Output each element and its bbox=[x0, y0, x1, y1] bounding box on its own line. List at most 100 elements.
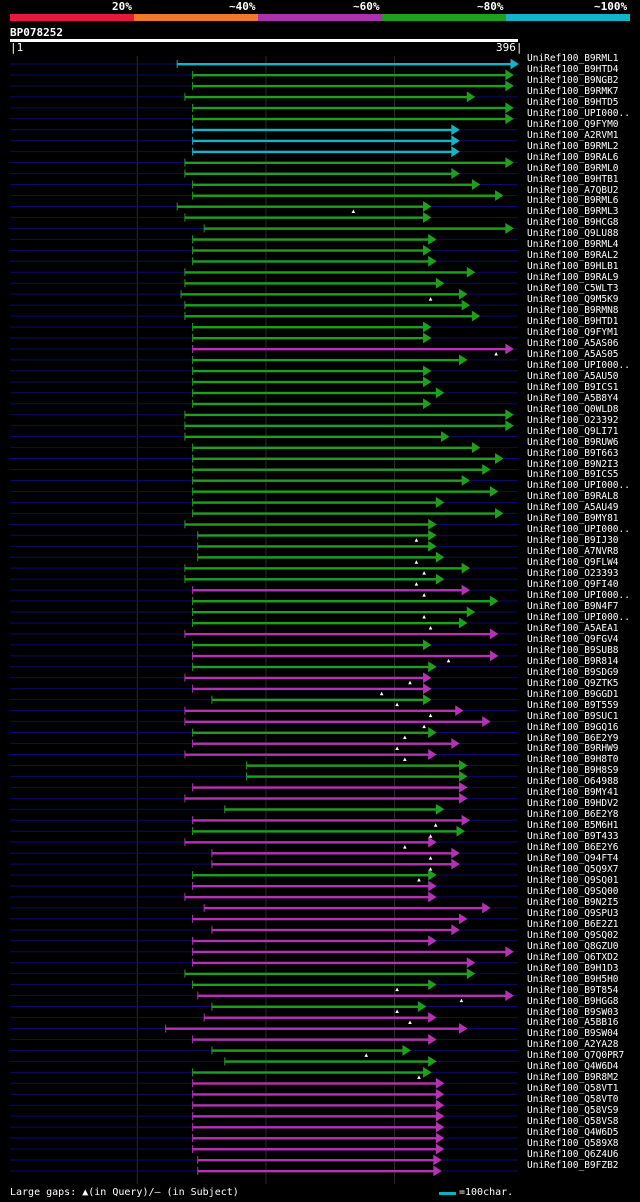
hit-label[interactable]: UniRef100_B9RHW9 bbox=[527, 743, 619, 755]
hit-bar[interactable] bbox=[192, 654, 492, 658]
hit-row[interactable] bbox=[10, 387, 518, 399]
hit-bar[interactable] bbox=[192, 183, 474, 186]
hit-row[interactable] bbox=[10, 990, 518, 1003]
hit-row[interactable] bbox=[10, 376, 518, 388]
hit-bar[interactable] bbox=[192, 961, 469, 965]
hit-row[interactable] bbox=[10, 891, 518, 903]
hit-label[interactable]: UniRef100_B9HTD5 bbox=[527, 96, 619, 108]
hit-label[interactable]: UniRef100_Q6Z4U6 bbox=[527, 1149, 619, 1160]
hit-label[interactable]: UniRef100_A5AS05 bbox=[527, 348, 619, 360]
hit-label[interactable]: UniRef100_B9RML1 bbox=[527, 53, 619, 64]
hit-row[interactable] bbox=[10, 595, 518, 607]
hit-bar[interactable] bbox=[211, 928, 453, 932]
hit-row[interactable] bbox=[10, 540, 518, 552]
hit-label[interactable]: UniRef100_B9RAL8 bbox=[527, 491, 619, 503]
hit-label[interactable]: UniRef100_B9RML2 bbox=[527, 140, 619, 152]
hit-label[interactable]: UniRef100_B9SUC1 bbox=[527, 710, 619, 722]
hit-bar[interactable] bbox=[192, 687, 425, 691]
hit-bar[interactable] bbox=[246, 775, 461, 778]
hit-label[interactable]: UniRef100_Q589X8 bbox=[527, 1138, 619, 1150]
hit-row[interactable] bbox=[10, 212, 518, 223]
hit-bar[interactable] bbox=[192, 1071, 425, 1074]
hit-row[interactable] bbox=[10, 858, 518, 871]
hit-row[interactable] bbox=[10, 343, 518, 356]
hit-row[interactable] bbox=[10, 781, 518, 793]
hit-bar[interactable] bbox=[181, 293, 461, 296]
hit-bar[interactable] bbox=[211, 863, 453, 866]
hit-label[interactable]: UniRef100_Q9FLW4 bbox=[527, 557, 619, 569]
hit-bar[interactable] bbox=[192, 479, 464, 482]
hit-row[interactable] bbox=[10, 1132, 518, 1144]
hit-row[interactable] bbox=[10, 354, 518, 366]
hit-bar[interactable] bbox=[192, 665, 430, 669]
hit-bar[interactable] bbox=[184, 413, 507, 417]
hit-bar[interactable] bbox=[184, 161, 507, 165]
hit-bar[interactable] bbox=[184, 523, 430, 526]
hit-label[interactable]: UniRef100_Q6TXD2 bbox=[527, 951, 619, 963]
hit-bar[interactable] bbox=[192, 337, 425, 340]
hit-row[interactable] bbox=[10, 496, 518, 508]
hit-label[interactable]: UniRef100_Q0WLD8 bbox=[527, 403, 619, 415]
hit-label[interactable]: UniRef100_A2YA28 bbox=[527, 1039, 619, 1051]
hit-bar[interactable] bbox=[192, 402, 425, 406]
hit-bar[interactable] bbox=[197, 1169, 435, 1173]
hit-bar[interactable] bbox=[184, 972, 469, 976]
hit-row[interactable] bbox=[10, 157, 518, 169]
hit-bar[interactable] bbox=[192, 468, 484, 471]
hit-row[interactable] bbox=[10, 847, 518, 860]
hit-label[interactable]: UniRef100_A5BB16 bbox=[527, 1017, 619, 1029]
hit-label[interactable]: UniRef100_B9N4F7 bbox=[527, 601, 619, 612]
hit-bar[interactable] bbox=[192, 391, 438, 395]
hit-row[interactable] bbox=[10, 650, 518, 663]
hit-label[interactable]: UniRef100_Q9SQ00 bbox=[527, 885, 619, 897]
hit-bar[interactable] bbox=[165, 1027, 461, 1030]
hit-label[interactable]: UniRef100_A5AS06 bbox=[527, 337, 619, 349]
hit-label[interactable]: UniRef100_B9SW04 bbox=[527, 1028, 619, 1040]
hit-bar[interactable] bbox=[192, 512, 497, 515]
hit-label[interactable]: UniRef100_B9H8S9 bbox=[527, 765, 619, 777]
hit-label[interactable]: UniRef100_B9GGD1 bbox=[527, 688, 619, 700]
hit-label[interactable]: UniRef100_UPI000.. bbox=[527, 611, 630, 623]
hit-row[interactable] bbox=[10, 760, 518, 771]
hit-bar[interactable] bbox=[184, 567, 464, 570]
hit-bar[interactable] bbox=[192, 983, 430, 987]
hit-row[interactable] bbox=[10, 266, 518, 278]
hit-label[interactable]: UniRef100_Q9SQ02 bbox=[527, 929, 619, 941]
hit-row[interactable] bbox=[10, 507, 518, 519]
hit-bar[interactable] bbox=[197, 994, 507, 997]
hit-label[interactable]: UniRef100_B9MY81 bbox=[527, 513, 619, 525]
hit-bar[interactable] bbox=[192, 238, 430, 241]
hit-bar[interactable] bbox=[184, 753, 430, 756]
hit-row[interactable] bbox=[10, 442, 518, 454]
hit-label[interactable]: UniRef100_A5AEA1 bbox=[527, 622, 619, 634]
hit-bar[interactable] bbox=[184, 315, 474, 318]
hit-row[interactable] bbox=[10, 1165, 518, 1177]
hit-row[interactable] bbox=[10, 1099, 518, 1111]
hit-row[interactable] bbox=[10, 683, 518, 696]
hit-label[interactable]: UniRef100_B9ICS5 bbox=[527, 469, 619, 481]
hit-row[interactable] bbox=[10, 584, 518, 597]
hit-bar[interactable] bbox=[192, 73, 507, 77]
hit-label[interactable]: UniRef100_Q9FGV4 bbox=[527, 633, 619, 645]
hit-bar[interactable] bbox=[192, 819, 464, 822]
hit-row[interactable] bbox=[10, 91, 518, 103]
hit-row[interactable] bbox=[10, 409, 518, 421]
hit-bar[interactable] bbox=[197, 545, 430, 548]
hit-row[interactable] bbox=[10, 135, 518, 147]
hit-label[interactable]: UniRef100_B9T854 bbox=[527, 984, 619, 996]
hit-row[interactable] bbox=[10, 617, 518, 630]
hit-bar[interactable] bbox=[192, 380, 425, 384]
hit-row[interactable] bbox=[10, 672, 518, 685]
hit-bar[interactable] bbox=[192, 457, 497, 460]
hit-label[interactable]: UniRef100_B9R8M2 bbox=[527, 1072, 619, 1084]
hit-row[interactable] bbox=[10, 58, 519, 70]
hit-row[interactable] bbox=[10, 1077, 518, 1089]
hit-label[interactable]: UniRef100_B9HTB1 bbox=[527, 173, 619, 185]
hit-bar[interactable] bbox=[192, 1082, 438, 1085]
hit-bar[interactable] bbox=[192, 150, 453, 154]
hit-label[interactable]: UniRef100_C5WLT3 bbox=[527, 283, 619, 295]
hit-bar[interactable] bbox=[197, 556, 438, 559]
hit-row[interactable] bbox=[10, 1110, 518, 1122]
hit-row[interactable] bbox=[10, 233, 518, 245]
hit-row[interactable] bbox=[10, 113, 518, 125]
